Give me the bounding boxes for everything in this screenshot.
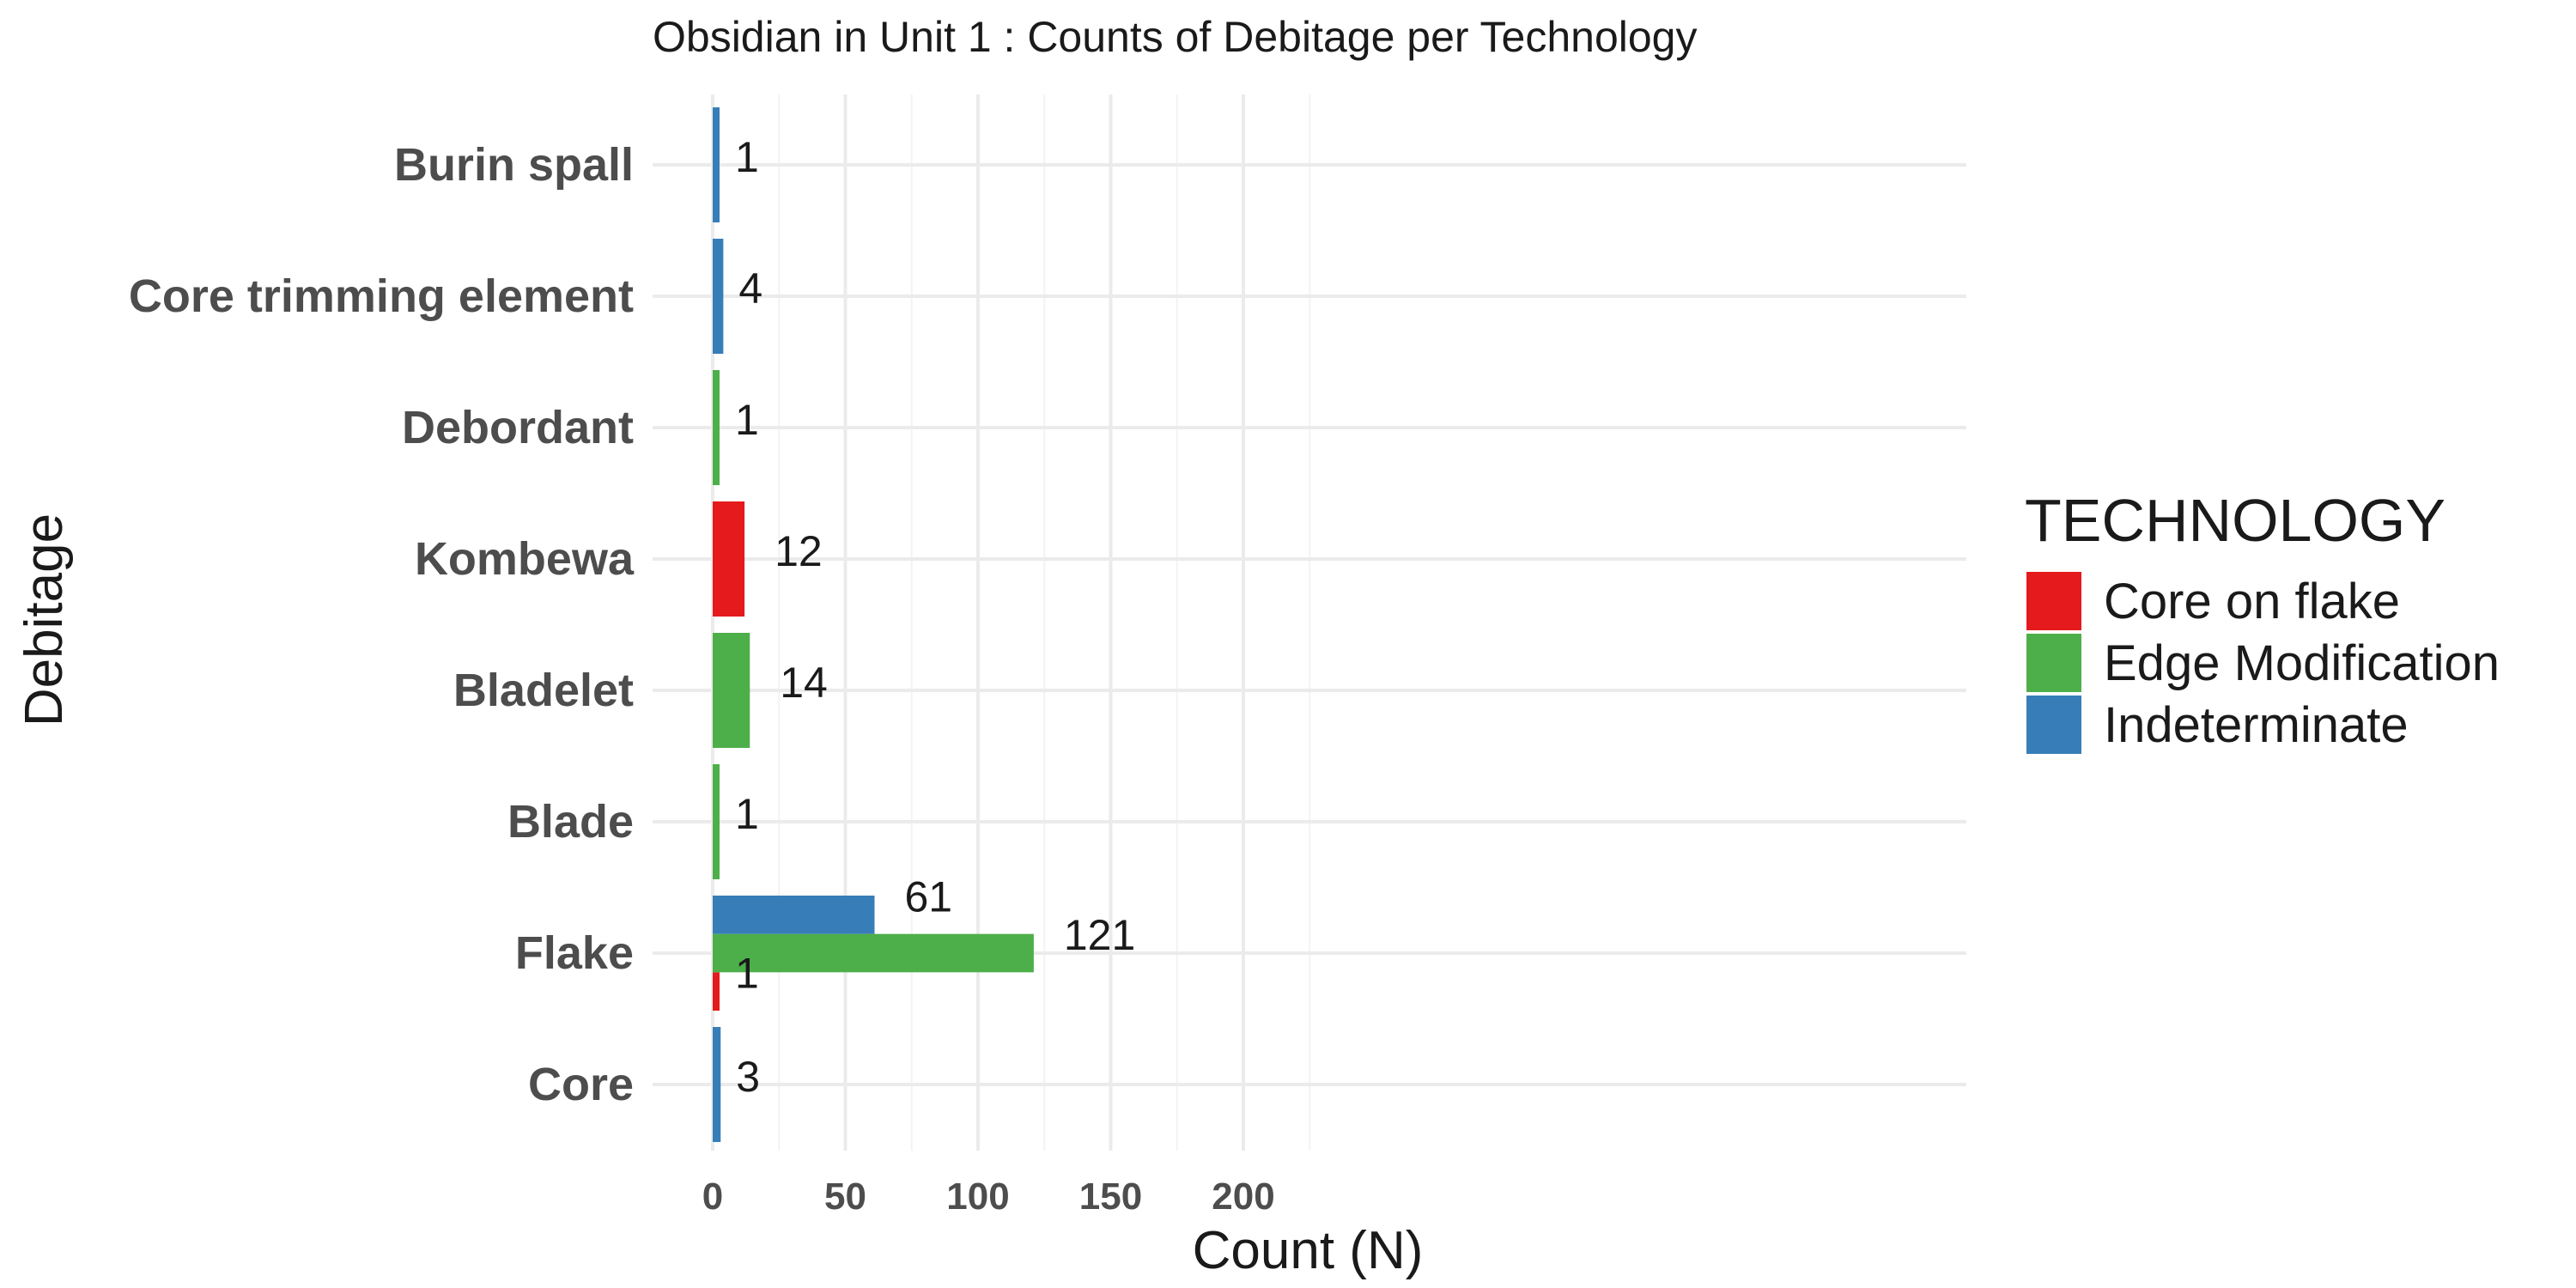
legend: TECHNOLOGY Core on flake Edge Modificatio… — [2025, 487, 2500, 754]
data-label: 61 — [904, 872, 952, 920]
bar-edge-modification — [713, 370, 720, 485]
data-label: 1 — [735, 950, 759, 998]
legend-title: TECHNOLOGY — [2025, 487, 2445, 554]
legend-swatch — [2026, 572, 2081, 630]
bar-core-on-flake — [713, 501, 745, 617]
data-label: 3 — [736, 1053, 760, 1101]
data-label: 1 — [735, 396, 759, 444]
legend-swatch — [2026, 696, 2081, 754]
legend-label: Edge Modification — [2104, 635, 2500, 691]
x-axis-title: Count (N) — [1193, 1221, 1424, 1280]
data-label: 12 — [775, 527, 823, 575]
chart-title: Obsidian in Unit 1 : Counts of Debitage … — [653, 13, 1697, 61]
data-label: 4 — [738, 264, 762, 313]
y-tick-label: Blade — [507, 796, 634, 848]
data-label: 121 — [1064, 911, 1135, 959]
bar-indeterminate — [713, 107, 720, 222]
bar-indeterminate — [713, 896, 875, 934]
legend-items: Core on flake Edge Modification Indetermin… — [2026, 572, 2500, 754]
y-tick-label: Kombewa — [415, 533, 635, 585]
y-axis-title: Debitage — [15, 513, 74, 726]
x-tick-label: 200 — [1212, 1176, 1274, 1218]
y-tick-label: Core trimming element — [129, 270, 634, 322]
legend-label: Core on flake — [2104, 574, 2400, 629]
x-tick-label: 0 — [702, 1176, 723, 1218]
grid — [653, 94, 1966, 1151]
data-label: 1 — [735, 133, 759, 181]
y-tick-label: Bladelet — [453, 665, 634, 716]
bar-indeterminate — [713, 1027, 721, 1142]
x-tick-label: 150 — [1079, 1176, 1142, 1218]
bar-edge-modification — [713, 933, 1034, 973]
y-tick-label: Flake — [515, 927, 634, 979]
bar-edge-modification — [713, 764, 720, 879]
y-tick-labels: Core Flake Blade Bladelet Kombewa Debordant Co… — [129, 139, 635, 1110]
y-tick-label: Debordant — [402, 402, 634, 453]
y-tick-label: Core — [528, 1059, 634, 1110]
bar-core-on-flake — [713, 972, 720, 1011]
bars — [713, 107, 1034, 1142]
data-label: 14 — [780, 659, 828, 707]
x-tick-label: 100 — [946, 1176, 1009, 1218]
y-tick-label: Burin spall — [394, 139, 634, 191]
x-tick-label: 50 — [824, 1176, 866, 1218]
legend-label: Indeterminate — [2104, 697, 2409, 753]
legend-swatch — [2026, 634, 2081, 692]
x-tick-labels: 0 50 100 150 200 — [702, 1176, 1275, 1218]
bar-indeterminate — [713, 239, 724, 354]
data-label: 1 — [735, 790, 759, 838]
bar-edge-modification — [713, 633, 750, 748]
